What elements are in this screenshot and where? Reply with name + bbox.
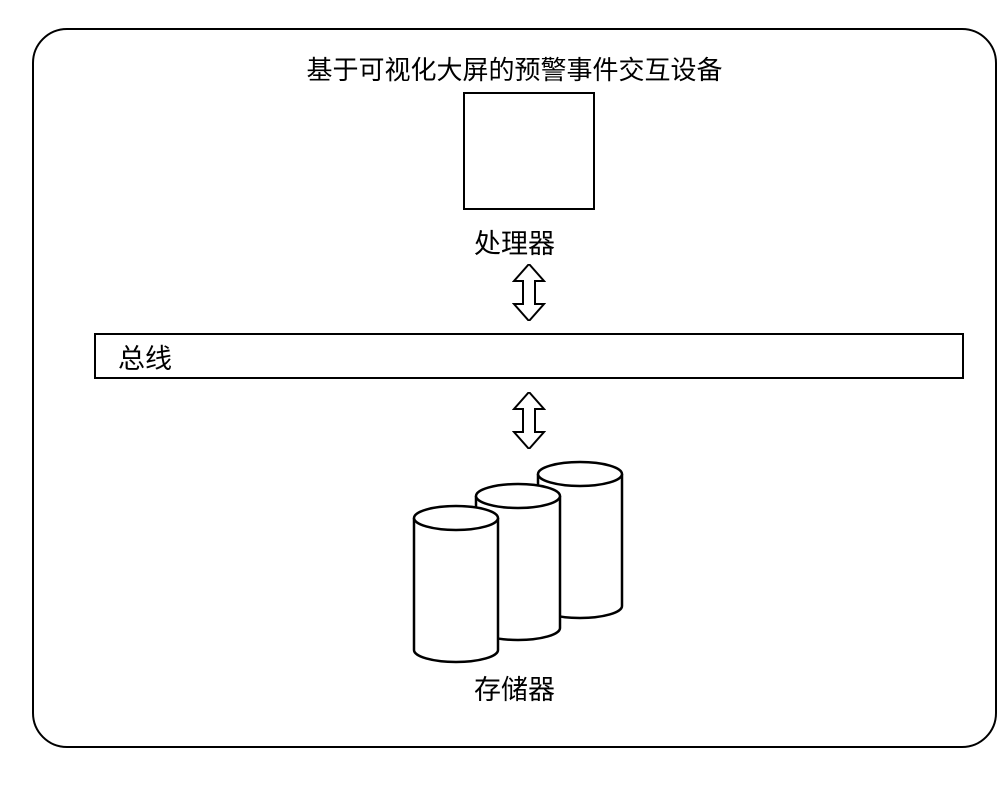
outer-frame: 基于可视化大屏的预警事件交互设备 处理器 总线 存: [32, 28, 997, 748]
cylinder-1-icon: [412, 504, 500, 664]
diagram-title: 基于可视化大屏的预警事件交互设备: [34, 50, 995, 87]
diagram-container: 基于可视化大屏的预警事件交互设备 处理器 总线 存: [20, 20, 1000, 775]
storage-label: 存储器: [34, 668, 995, 707]
arrow-top-icon: [512, 264, 546, 321]
processor-label: 处理器: [34, 222, 995, 261]
arrow-bottom-icon: [512, 392, 546, 449]
bus-label: 总线: [118, 337, 172, 376]
storage-cylinders: [412, 460, 650, 652]
bus-box: 总线: [94, 333, 964, 379]
processor-box: [463, 92, 595, 210]
